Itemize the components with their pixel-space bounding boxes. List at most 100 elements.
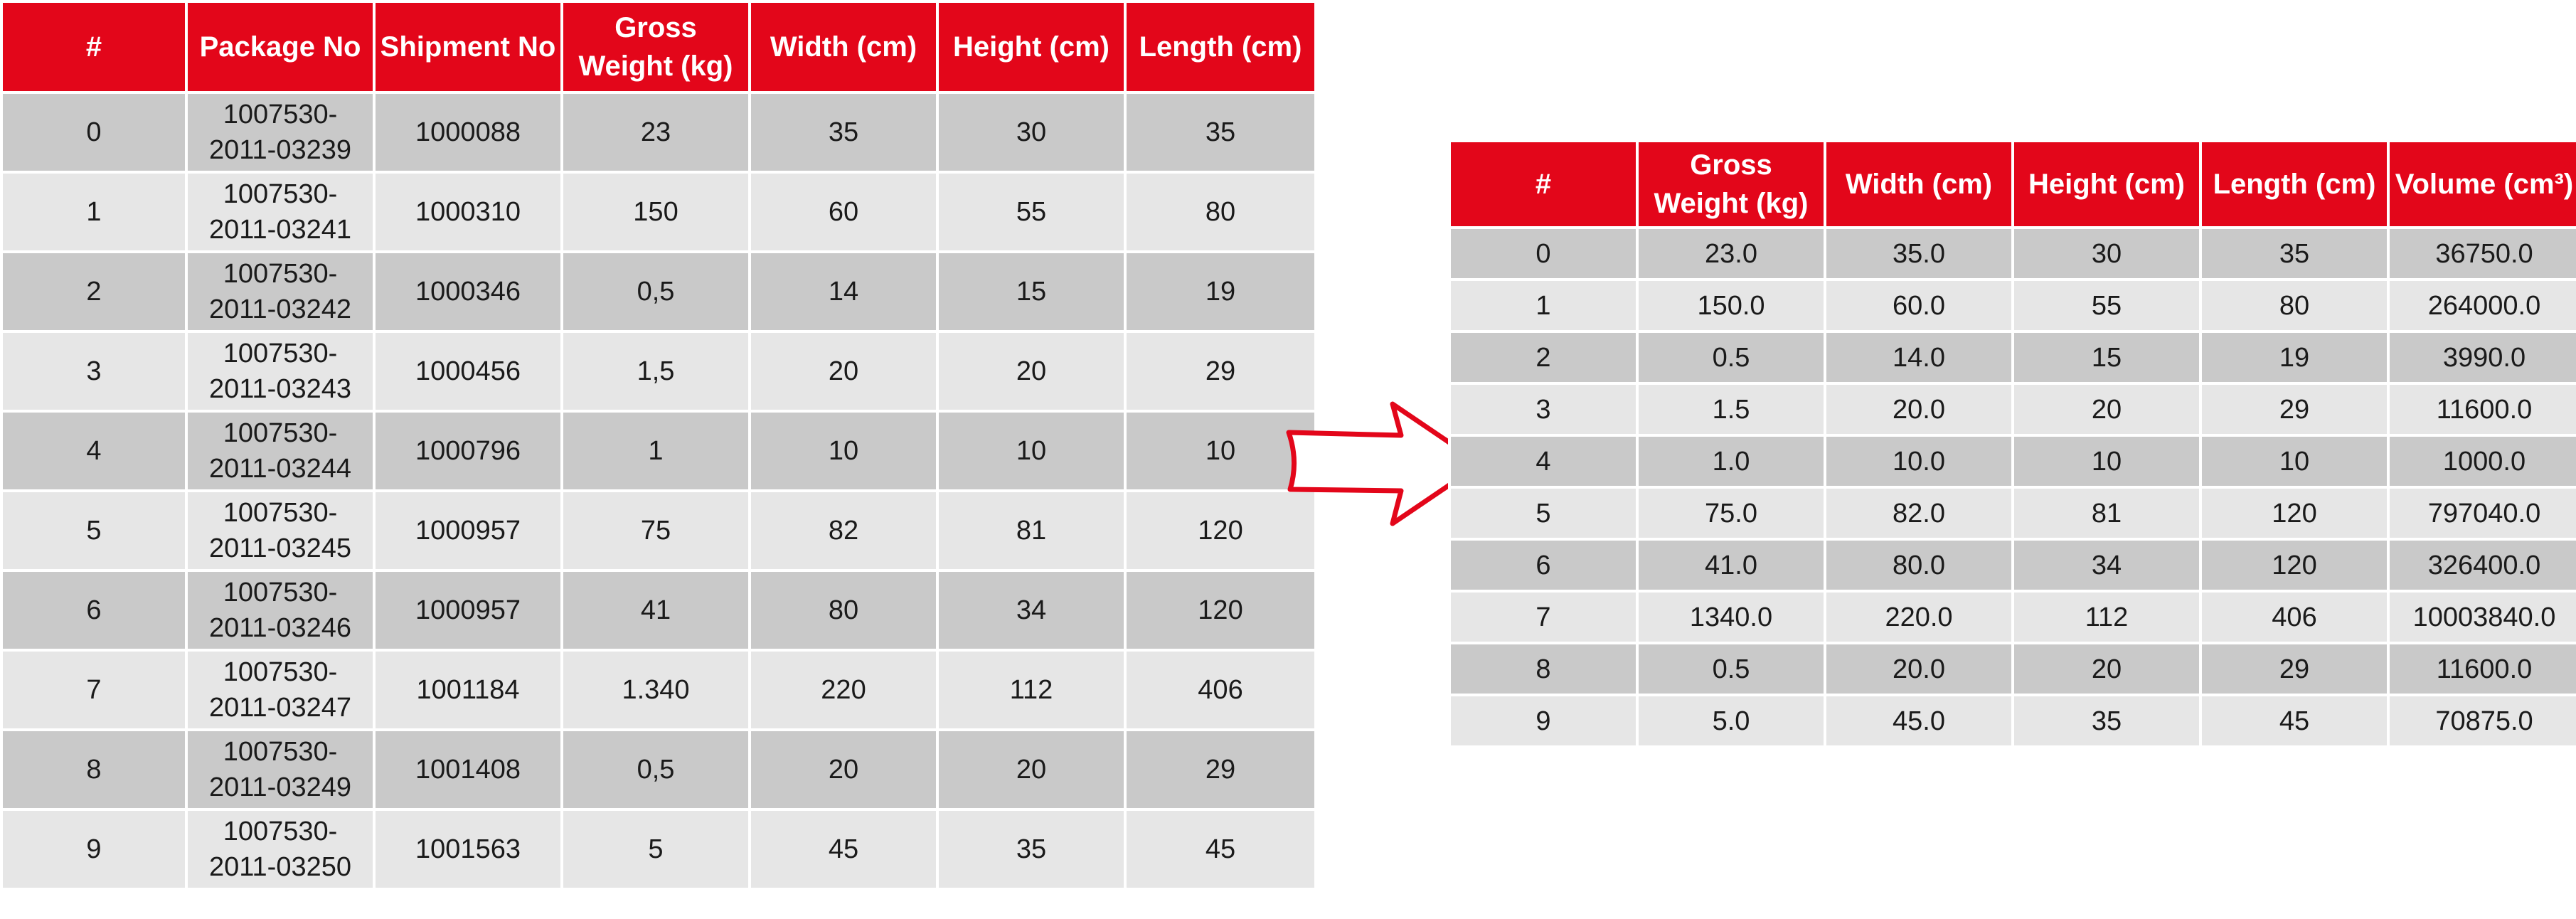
table-cell: 41 — [560, 569, 751, 652]
table-cell: 150 — [560, 171, 751, 253]
table-row: 0 23.0 35.0 30 35 36750.0 — [1448, 226, 2576, 281]
table-cell: 45 — [1124, 808, 1317, 891]
table-cell: 14.0 — [1824, 330, 2014, 385]
table-cell: 1000.0 — [2387, 434, 2576, 489]
table-cell: 45 — [748, 808, 939, 891]
table-cell: 150.0 — [1636, 278, 1826, 333]
table-row: 6 41.0 80.0 34 120 326400.0 — [1448, 538, 2576, 593]
table-cell: 0,5 — [560, 250, 751, 333]
table-cell: 15 — [936, 250, 1127, 333]
table-cell: 1000088 — [373, 91, 563, 174]
column-header: Gross Weight (kg) — [560, 0, 751, 94]
column-header: Height (cm) — [936, 0, 1127, 94]
table-cell: 7 — [0, 649, 188, 731]
table-cell: 23.0 — [1636, 226, 1826, 281]
table-row: 5 75.0 82.0 81 120 797040.0 — [1448, 486, 2576, 541]
table-cell: 1340.0 — [1636, 590, 1826, 644]
table-cell: 1007530-2011-03245 — [185, 489, 376, 572]
table-cell: 20 — [2011, 382, 2202, 437]
table-cell: 1 — [0, 171, 188, 253]
table-cell: 35 — [936, 808, 1127, 891]
table-cell: 0 — [1448, 226, 1639, 281]
table-cell: 1001184 — [373, 649, 563, 731]
table-cell: 0 — [0, 91, 188, 174]
table-cell: 1000957 — [373, 489, 563, 572]
column-header: Gross Weight (kg) — [1636, 139, 1826, 229]
source-package-table: # Package No Shipment No Gross Weight (kg) W… — [0, 0, 1317, 891]
table-cell: 35 — [1124, 91, 1317, 174]
table-cell: 1007530-2011-03249 — [185, 728, 376, 811]
table-cell: 220.0 — [1824, 590, 2014, 644]
table-cell: 80.0 — [1824, 538, 2014, 593]
table-cell: 2 — [1448, 330, 1639, 385]
column-header: Width (cm) — [748, 0, 939, 94]
column-header: Package No — [185, 0, 376, 94]
table-cell: 6 — [1448, 538, 1639, 593]
table-row: 1 150.0 60.0 55 80 264000.0 — [1448, 278, 2576, 333]
table-cell: 1007530-2011-03242 — [185, 250, 376, 333]
table-cell: 10 — [748, 410, 939, 492]
table-row: 1 1007530-2011-03241 1000310 150 60 55 80 — [0, 171, 1317, 253]
table-cell: 75 — [560, 489, 751, 572]
table-cell: 1.0 — [1636, 434, 1826, 489]
result-volume-table: # Gross Weight (kg) Width (cm) Height (cm) L… — [1448, 139, 2576, 748]
table-cell: 35 — [2199, 226, 2390, 281]
table-cell: 1 — [1448, 278, 1639, 333]
table-cell: 29 — [2199, 382, 2390, 437]
table-cell: 15 — [2011, 330, 2202, 385]
table-cell: 75.0 — [1636, 486, 1826, 541]
table-cell: 20.0 — [1824, 642, 2014, 696]
table-cell: 81 — [2011, 486, 2202, 541]
table-cell: 0,5 — [560, 728, 751, 811]
column-header: Volume (cm³) — [2387, 139, 2576, 229]
header-row: # Gross Weight (kg) Width (cm) Height (cm) L… — [1448, 139, 2576, 229]
table-row: 9 1007530-2011-03250 1001563 5 45 35 45 — [0, 808, 1317, 891]
table-cell: 20 — [936, 330, 1127, 413]
table-cell: 10.0 — [1824, 434, 2014, 489]
table-row: 3 1007530-2011-03243 1000456 1,5 20 20 29 — [0, 330, 1317, 413]
table-cell: 326400.0 — [2387, 538, 2576, 593]
table-cell: 19 — [2199, 330, 2390, 385]
table-cell: 36750.0 — [2387, 226, 2576, 281]
table-cell: 3 — [0, 330, 188, 413]
table-cell: 35.0 — [1824, 226, 2014, 281]
table-cell: 6 — [0, 569, 188, 652]
table-cell: 1007530-2011-03239 — [185, 91, 376, 174]
table-cell: 10 — [2199, 434, 2390, 489]
table-cell: 1.340 — [560, 649, 751, 731]
table-cell: 1000957 — [373, 569, 563, 652]
table-cell: 1007530-2011-03247 — [185, 649, 376, 731]
table-cell: 1001563 — [373, 808, 563, 891]
column-header: Length (cm) — [2199, 139, 2390, 229]
table-cell: 120 — [1124, 569, 1317, 652]
table-cell: 8 — [1448, 642, 1639, 696]
table-cell: 35 — [748, 91, 939, 174]
table-cell: 120 — [2199, 538, 2390, 593]
column-header: Length (cm) — [1124, 0, 1317, 94]
table-cell: 112 — [2011, 590, 2202, 644]
table-cell: 20 — [936, 728, 1127, 811]
table-cell: 20.0 — [1824, 382, 2014, 437]
table-cell: 14 — [748, 250, 939, 333]
column-header: # — [1448, 139, 1639, 229]
table-cell: 1007530-2011-03250 — [185, 808, 376, 891]
table-cell: 1007530-2011-03243 — [185, 330, 376, 413]
table-cell: 23 — [560, 91, 751, 174]
table-cell: 3990.0 — [2387, 330, 2576, 385]
table-cell: 1000456 — [373, 330, 563, 413]
table-cell: 55 — [2011, 278, 2202, 333]
table-cell: 10003840.0 — [2387, 590, 2576, 644]
table-cell: 264000.0 — [2387, 278, 2576, 333]
table-cell: 11600.0 — [2387, 642, 2576, 696]
table-cell: 1000346 — [373, 250, 563, 333]
table-cell: 1000796 — [373, 410, 563, 492]
table-cell: 55 — [936, 171, 1127, 253]
table-cell: 29 — [2199, 642, 2390, 696]
table-cell: 45 — [2199, 694, 2390, 748]
table-cell: 1007530-2011-03246 — [185, 569, 376, 652]
table-cell: 35 — [2011, 694, 2202, 748]
table-row: 4 1.0 10.0 10 10 1000.0 — [1448, 434, 2576, 489]
table-row: 9 5.0 45.0 35 45 70875.0 — [1448, 694, 2576, 748]
table-cell: 29 — [1124, 728, 1317, 811]
table-cell: 20 — [2011, 642, 2202, 696]
